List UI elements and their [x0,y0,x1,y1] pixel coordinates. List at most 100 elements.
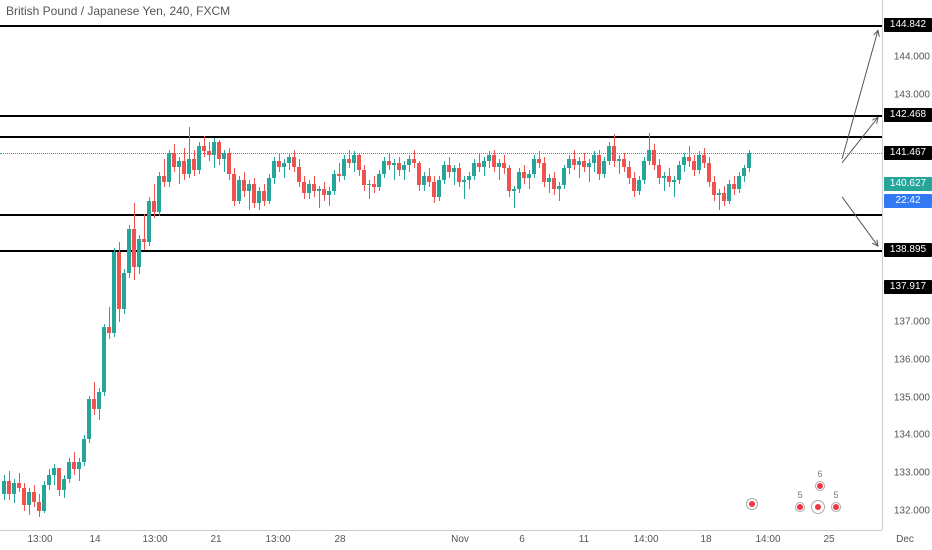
x-tick-label: 13:00 [142,534,167,545]
x-tick-label: 14:00 [633,534,658,545]
candle-body [37,502,41,511]
candle-body [262,191,266,200]
x-tick-label: Nov [451,534,469,545]
candle-body [92,399,96,408]
candle-body [257,191,261,202]
candle-body [112,252,116,333]
candle-body [52,468,56,476]
y-tick-label: 135.000 [894,392,930,403]
candle-body [677,165,681,180]
candle-body [572,159,576,165]
candle-body [397,163,401,171]
candle-body [722,193,726,201]
x-tick-label: 25 [823,534,834,545]
chart-container: British Pound / Japanese Yen, 240, FXCM … [0,0,932,550]
candle-body [427,176,431,182]
candle-body [77,462,81,470]
candle-body [542,163,546,182]
candle-body [552,178,556,189]
candle-body [662,176,666,178]
y-tick-label: 132.000 [894,506,930,517]
y-tick-label: 137.000 [894,316,930,327]
support-resistance-line [0,115,882,117]
candle-body [117,252,121,309]
candle-body [372,184,376,188]
price-tag: 22:42 [884,194,932,208]
candle-wick [109,307,110,339]
candle-body [612,146,616,161]
x-tick-label: Dec [896,534,914,545]
candle-body [497,163,501,167]
candle-body [597,155,601,174]
candle-body [62,479,66,490]
price-tag: 138.895 [884,243,932,257]
candle-body [687,157,691,161]
candle-body [147,201,151,243]
candle-body [107,327,111,333]
candle-body [172,153,176,166]
candle-body [507,168,511,191]
plot-area[interactable]: 565 [0,0,882,530]
candle-body [607,146,611,161]
price-tag: 142.468 [884,108,932,122]
x-tick-label: 14:00 [755,534,780,545]
candle-body [207,151,211,155]
candle-body [272,161,276,178]
y-tick-label: 134.000 [894,430,930,441]
candle-body [472,163,476,176]
price-tag: 141.467 [884,146,932,160]
x-tick-label: 28 [334,534,345,545]
candle-body [377,174,381,187]
candle-body [317,189,321,191]
candle-body [42,485,46,512]
candle-body [32,492,36,501]
support-resistance-line [0,136,882,138]
candle-wick [469,172,470,189]
candle-body [22,488,26,505]
candle-body [27,492,31,505]
candle-body [617,159,621,161]
y-tick-label: 144.000 [894,51,930,62]
event-marker-label: 6 [817,469,822,479]
candle-body [627,167,631,178]
candle-body [697,155,701,170]
candle-body [142,239,146,243]
candle-body [437,180,441,197]
candle-body [7,481,11,494]
candle-body [392,163,396,165]
candle-body [347,159,351,163]
x-axis: 13:001413:002113:0028Nov61114:001814:002… [0,530,882,550]
candle-body [12,483,16,494]
candle-body [517,172,521,189]
candle-body [87,399,91,439]
candle-body [432,182,436,197]
candle-body [387,161,391,165]
event-marker-dot [749,501,755,507]
candle-body [222,153,226,159]
candle-body [522,172,526,178]
candle-body [357,155,361,170]
candle-body [707,163,711,182]
candle-body [312,184,316,192]
candle-body [537,159,541,163]
candle-body [667,176,671,182]
candle-body [717,193,721,195]
candle-body [417,163,421,186]
candle-body [592,155,596,163]
candle-body [702,155,706,163]
candle-body [402,165,406,171]
candle-body [562,168,566,185]
candle-body [747,153,751,168]
candle-wick [144,214,145,250]
y-tick-label: 143.000 [894,89,930,100]
price-tag: 140.627 [884,177,932,191]
event-marker-dot [797,504,803,510]
candle-body [322,189,326,195]
candle-body [242,180,246,191]
candle-body [187,159,191,174]
candle-body [462,180,466,182]
candle-body [407,159,411,165]
candle-body [342,159,346,176]
candle-body [452,168,456,172]
x-tick-label: 21 [210,534,221,545]
